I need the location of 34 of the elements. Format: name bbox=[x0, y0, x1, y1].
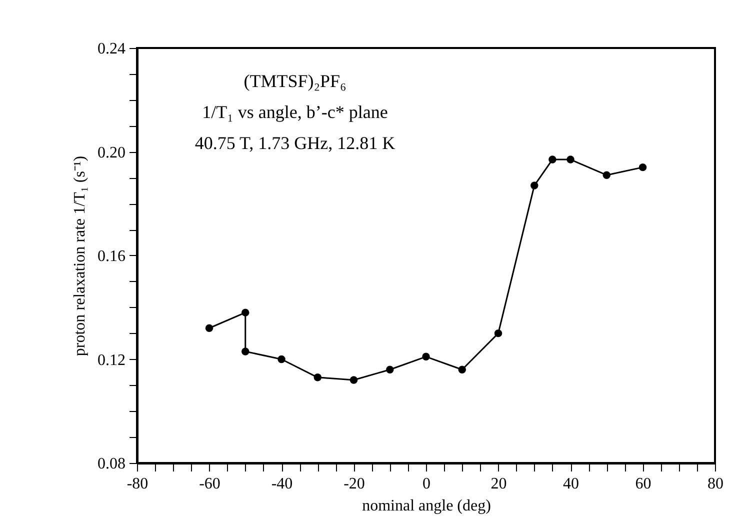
point bbox=[242, 308, 250, 316]
x-tick-label: 40 bbox=[563, 476, 579, 492]
annotation: (TMTSF)₂PF₆ bbox=[244, 71, 346, 91]
point bbox=[494, 329, 502, 338]
annotation: 1/T₁ vs angle, b’-c* plane bbox=[202, 102, 388, 122]
y-tick-label: 0.12 bbox=[98, 352, 126, 369]
x-axis-title: nominal angle (deg) bbox=[362, 498, 491, 514]
point bbox=[566, 156, 574, 164]
x-tick-label: 0 bbox=[422, 476, 430, 492]
annotation: 40.75 T, 1.73 GHz, 12.81 K bbox=[194, 133, 396, 153]
point bbox=[205, 324, 214, 332]
point bbox=[386, 366, 394, 374]
x-tick-label: 80 bbox=[708, 476, 724, 492]
point bbox=[350, 376, 358, 384]
point bbox=[638, 163, 647, 172]
y-tick-label: 0.20 bbox=[98, 144, 126, 162]
point bbox=[548, 156, 556, 164]
point bbox=[422, 352, 430, 361]
point bbox=[458, 366, 466, 374]
x-tick-label: 20 bbox=[490, 476, 507, 492]
point bbox=[278, 355, 286, 364]
point bbox=[242, 348, 250, 356]
y-tick-label: 0.24 bbox=[98, 40, 126, 58]
point bbox=[314, 374, 322, 382]
point bbox=[602, 171, 610, 179]
y-axis-title: proton relaxation rate 1/T₁ (s⁻¹) bbox=[72, 156, 88, 356]
x-tick-label: -80 bbox=[126, 476, 148, 492]
point bbox=[530, 182, 538, 190]
x-tick-label: -40 bbox=[271, 476, 293, 492]
x-tick-label: -60 bbox=[199, 476, 220, 492]
y-tick-label: 0.16 bbox=[98, 248, 126, 265]
x-tick-label: -20 bbox=[344, 476, 365, 492]
y-tick-label: 0.08 bbox=[98, 456, 126, 472]
x-tick-label: 60 bbox=[635, 476, 652, 492]
